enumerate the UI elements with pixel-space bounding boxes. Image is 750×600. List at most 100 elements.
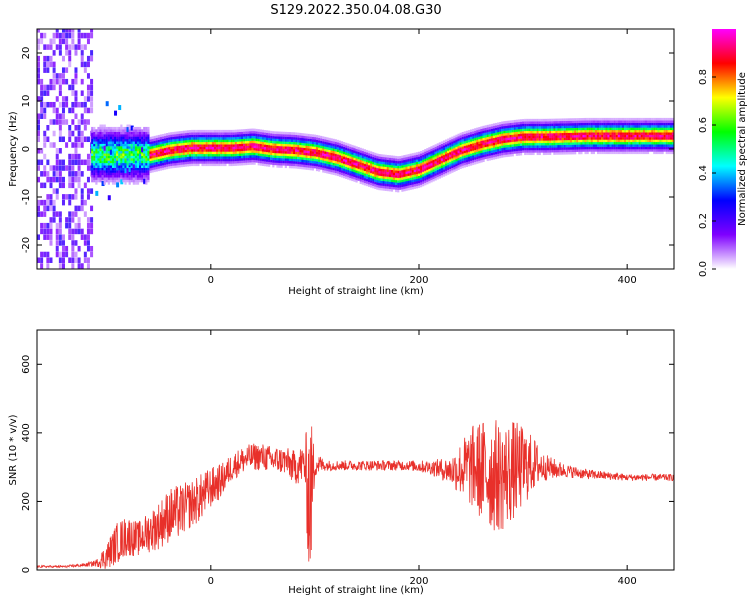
spectrogram-cell <box>282 141 285 144</box>
spectrogram-cell <box>184 161 188 165</box>
spectrogram-cell <box>428 149 431 153</box>
spectrogram-cell <box>503 154 506 158</box>
spectrogram-cell <box>349 165 352 169</box>
spectrogram-cell <box>624 132 627 135</box>
spectrogram-cell <box>77 159 81 166</box>
spectrogram-cell <box>584 117 587 121</box>
spectrogram-cell <box>490 138 494 141</box>
spectrogram-cell <box>646 137 650 140</box>
spectrogram-cell <box>549 121 552 124</box>
spectrogram-cell <box>55 194 59 200</box>
spectrogram-cell <box>363 163 367 167</box>
spectrogram-cell <box>188 163 192 167</box>
spectrogram-cell <box>438 147 441 150</box>
spectrogram-cell <box>428 147 431 150</box>
spectrogram-cell <box>661 120 664 123</box>
spectrogram-cell <box>649 122 652 126</box>
spectrogram-cell <box>243 136 246 139</box>
spectrogram-cell <box>124 177 127 180</box>
spectrogram-cell <box>293 141 296 145</box>
spectrogram-cell <box>461 151 464 154</box>
spectrogram-cell <box>503 137 506 141</box>
spectrogram-cell <box>561 132 564 136</box>
spectrogram-cell <box>428 161 431 165</box>
spectrogram-cell <box>320 147 323 151</box>
spectrogram-cell <box>445 139 448 143</box>
spectrogram-cell <box>128 172 131 176</box>
spectrogram-cell <box>203 153 206 157</box>
spectrogram-cell <box>52 84 56 91</box>
spectrogram-cell <box>155 159 158 163</box>
spectrogram-cell <box>503 149 506 153</box>
spectrogram-cell <box>478 160 481 164</box>
spectrogram-cell <box>328 157 331 160</box>
spectrogram-cell <box>526 121 529 124</box>
spectrogram-cell <box>147 167 150 171</box>
spectrogram-cell <box>114 141 117 144</box>
spectrogram-cell <box>295 139 298 143</box>
spectrogram-cell <box>303 159 306 163</box>
spectrogram-cell <box>571 118 575 121</box>
spectrogram-cell <box>139 150 142 154</box>
spectrogram-cell <box>457 155 460 158</box>
spectrogram-cell <box>567 137 571 141</box>
spectrogram-cell <box>99 158 102 161</box>
spectrogram-cell <box>519 145 523 149</box>
spectrogram-cell <box>297 132 300 136</box>
spectrogram-cell <box>241 153 244 156</box>
spectrogram-cell <box>147 153 150 156</box>
spectrogram-cell <box>563 118 566 121</box>
spectrogram-cell <box>430 177 433 181</box>
spectrogram-cell <box>141 134 144 137</box>
spectrogram-cell <box>149 141 152 145</box>
spectrogram-cell <box>507 139 510 143</box>
spectrogram-cell <box>626 122 629 126</box>
spectrogram-cell <box>230 129 233 133</box>
spectrogram-cell <box>77 130 81 137</box>
spectrogram-cell <box>482 128 485 131</box>
spectrogram-cell <box>382 173 385 177</box>
spectrogram-cell <box>224 146 227 150</box>
spectrogram-cell <box>116 177 119 180</box>
spectrogram-cell <box>141 167 144 171</box>
spectrogram-cell <box>282 131 285 135</box>
spectrogram-cell <box>297 149 300 153</box>
spectrogram-cell <box>574 137 577 140</box>
spectrogram-cell <box>40 199 44 206</box>
spectrogram-cell <box>586 151 589 155</box>
spectrogram-cell <box>90 251 94 258</box>
spectrogram-cell <box>71 165 75 171</box>
spectrogram-cell <box>95 165 98 168</box>
spectrogram-cell <box>549 133 552 136</box>
spectrogram-cell <box>457 157 460 161</box>
spectrogram-cell <box>397 158 400 162</box>
spectrogram-cell <box>665 139 668 143</box>
spectrogram-cell <box>588 129 591 133</box>
spectrogram-cell <box>580 137 583 140</box>
spectrogram-cell <box>228 156 231 159</box>
spectrogram-cell <box>430 148 433 152</box>
spectrogram-cell <box>136 138 140 142</box>
spectrogram-cell <box>507 144 510 148</box>
spectrogram-cell <box>501 147 504 151</box>
spectrogram-cell <box>139 136 142 140</box>
spectrogram-cell <box>582 137 585 140</box>
spectrogram-cell <box>578 122 581 126</box>
spectrogram-cell <box>582 139 585 143</box>
spectrogram-cell <box>642 149 645 152</box>
spectrogram-cell <box>97 138 100 142</box>
spectrogram-cell <box>361 160 364 164</box>
spectrogram-cell <box>601 127 604 131</box>
spectrogram-cell <box>122 167 125 171</box>
spectrogram-cell <box>301 133 304 136</box>
spectrogram-cell <box>453 164 456 168</box>
spectrogram-cell <box>228 149 231 152</box>
spectrogram-cell <box>584 122 587 126</box>
spectrogram-cell <box>65 32 69 39</box>
spectrogram-cell <box>497 153 500 157</box>
spectrogram-cell <box>334 144 337 147</box>
spectrogram-cell <box>199 132 202 135</box>
spectrogram-cell <box>626 132 629 135</box>
spectrogram-cell <box>68 55 72 62</box>
spectrogram-cell <box>392 179 396 183</box>
